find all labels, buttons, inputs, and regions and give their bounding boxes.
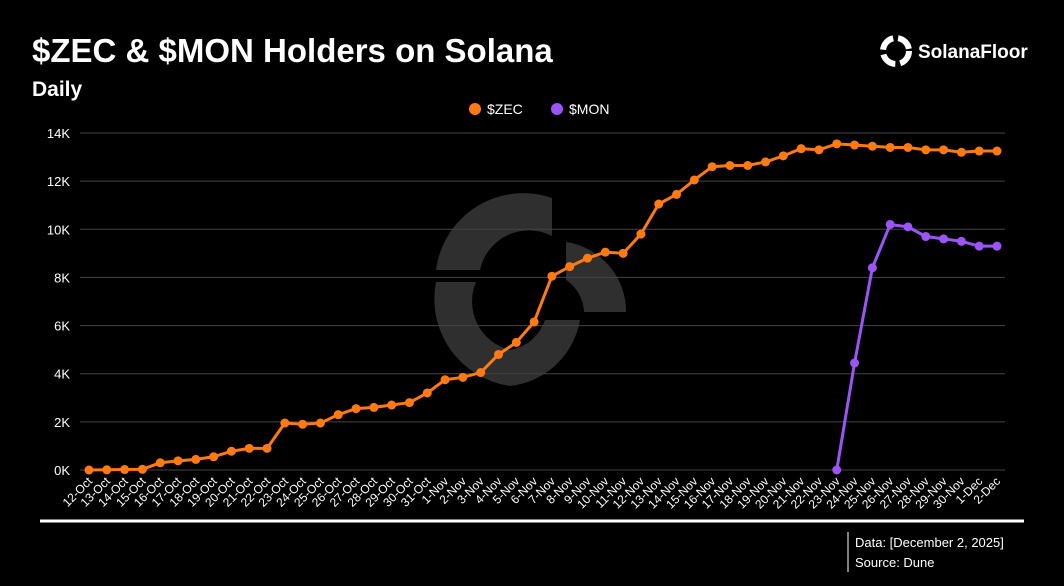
data-point (529, 317, 539, 327)
data-point (565, 262, 575, 272)
data-note: Data: [December 2, 2025] (855, 535, 1004, 550)
data-point (333, 410, 343, 420)
data-point (832, 139, 842, 149)
chart-title: $ZEC & $MON Holders on Solana (32, 32, 553, 69)
data-point (992, 146, 1002, 156)
data-point (600, 247, 610, 257)
y-tick-label: 4K (54, 367, 70, 382)
data-point (618, 248, 628, 258)
brand-logo (880, 35, 912, 67)
data-point (636, 229, 646, 239)
y-tick-label: 6K (54, 319, 70, 334)
data-point (921, 145, 931, 155)
data-point (155, 458, 165, 468)
brand-name: SolanaFloor (918, 42, 1028, 63)
series-line (835, 222, 997, 471)
data-point (956, 147, 966, 157)
legend-marker (469, 103, 481, 115)
data-point (850, 140, 860, 150)
data-point (761, 157, 771, 167)
data-point (173, 456, 183, 466)
data-point (778, 151, 788, 161)
data-point (209, 452, 219, 462)
data-point (939, 145, 949, 155)
source-note: Source: Dune (855, 555, 935, 570)
data-point (867, 141, 877, 151)
data-point (191, 454, 201, 464)
data-point (956, 236, 966, 246)
data-point (84, 465, 94, 475)
data-point (102, 465, 112, 475)
data-point (280, 418, 290, 428)
data-point (921, 232, 931, 242)
data-point (850, 358, 860, 368)
data-point (672, 189, 682, 199)
y-tick-label: 14K (47, 126, 70, 141)
data-point (511, 337, 521, 347)
data-point (476, 368, 486, 378)
data-point (458, 372, 468, 382)
data-point (939, 234, 949, 244)
data-point (796, 144, 806, 154)
data-point (547, 271, 557, 281)
data-point (369, 402, 379, 412)
data-point (885, 142, 895, 152)
watermark (434, 193, 627, 386)
data-point (992, 241, 1002, 251)
y-tick-label: 10K (47, 222, 70, 237)
data-point (725, 160, 735, 170)
data-point (422, 388, 432, 398)
data-point (351, 404, 361, 414)
data-point (404, 398, 414, 408)
data-point (226, 446, 236, 456)
data-point (654, 199, 664, 209)
data-point (689, 175, 699, 185)
y-tick-label: 0K (54, 463, 70, 478)
data-point (298, 419, 308, 429)
y-tick-label: 12K (47, 174, 70, 189)
series-line (88, 142, 997, 472)
data-point (440, 375, 450, 385)
data-point (743, 160, 753, 170)
data-point (903, 222, 913, 232)
legend-marker (551, 103, 563, 115)
data-point (814, 145, 824, 155)
data-point (262, 443, 272, 453)
data-point (137, 464, 147, 474)
data-point (903, 142, 913, 152)
data-point (244, 443, 254, 453)
data-point (315, 418, 325, 428)
data-point (707, 162, 717, 172)
data-point (974, 241, 984, 251)
data-point (493, 349, 503, 359)
legend-label: $MON (569, 101, 609, 117)
data-point (120, 465, 130, 475)
data-point (832, 465, 842, 475)
data-point (974, 146, 984, 156)
y-tick-label: 8K (54, 270, 70, 285)
data-point (387, 400, 397, 410)
data-point (885, 219, 895, 229)
chart-subtitle: Daily (32, 78, 83, 101)
legend-label: $ZEC (487, 101, 523, 117)
data-point (583, 253, 593, 263)
y-tick-label: 2K (54, 415, 70, 430)
data-point (867, 263, 877, 273)
